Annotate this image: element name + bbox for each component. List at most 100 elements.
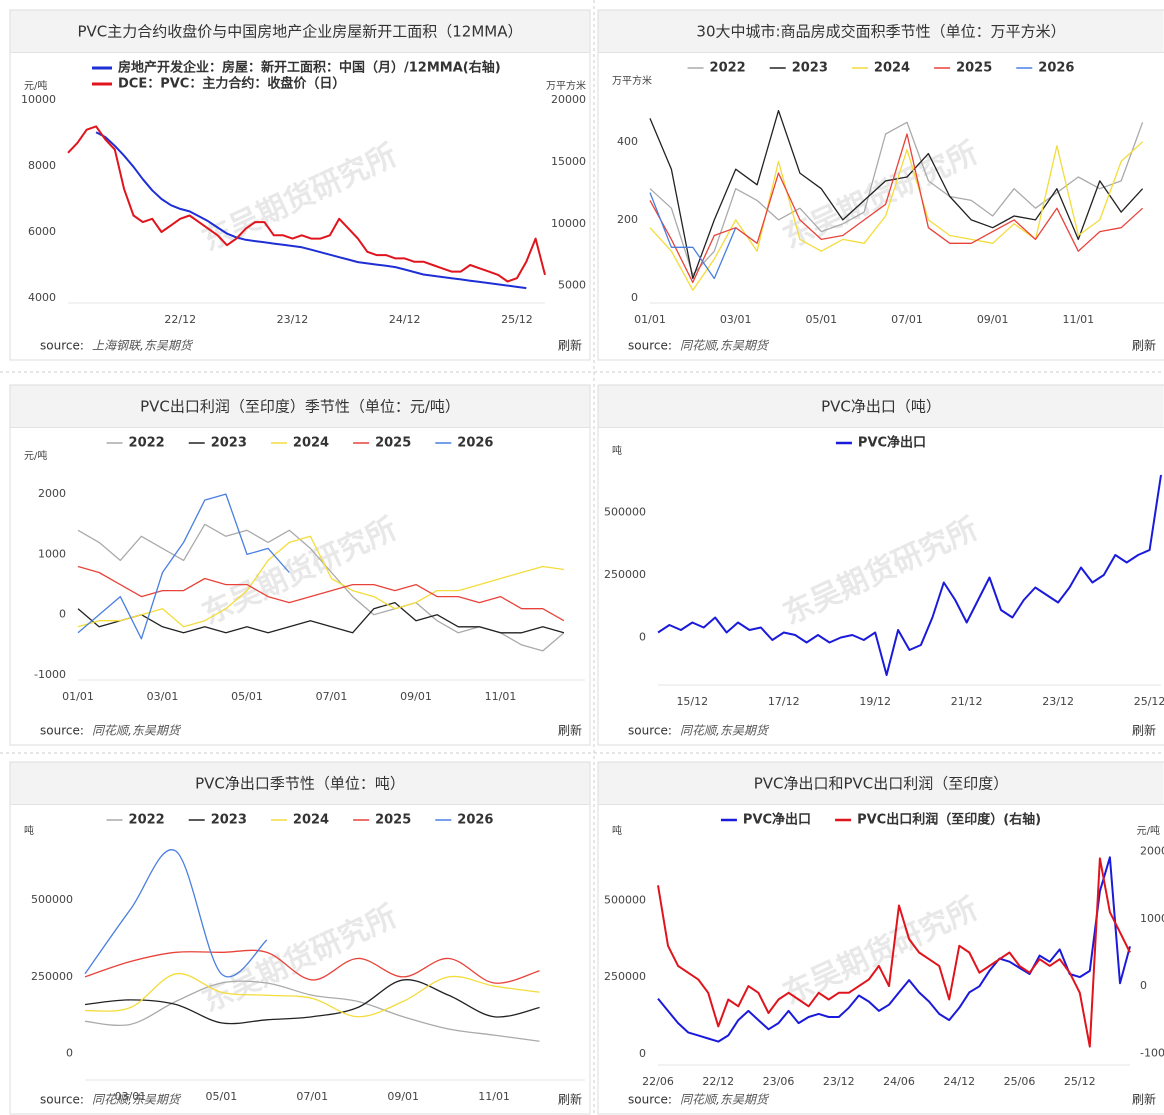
source-label: source: — [40, 724, 84, 738]
y-tick-label: 0 — [59, 608, 66, 621]
legend-label: DCE：PVC：主力合约：收盘价（日） — [118, 76, 345, 92]
series-line — [649, 192, 737, 280]
x-tick-label: 11/01 — [1062, 313, 1094, 326]
y-axis-unit: 万平方米 — [612, 74, 652, 87]
x-tick-label: 22/12 — [702, 1075, 734, 1088]
series-line — [84, 848, 268, 978]
source-label: source: — [40, 339, 84, 353]
x-tick-label: 03/01 — [147, 690, 179, 703]
y-tick-label: 500000 — [31, 893, 73, 906]
series-line — [657, 856, 1131, 1043]
refresh-button[interactable]: 刷新 — [1132, 1092, 1156, 1107]
series-line — [84, 973, 540, 1018]
legend: 2022 2023 2024 2025 2026 — [106, 813, 493, 828]
x-tick-label: 23/06 — [763, 1075, 795, 1088]
chart-title: PVC出口利润（至印度）季节性（单位：元/吨） — [140, 398, 460, 416]
y2-tick-label: 1000 — [1140, 912, 1164, 925]
legend: 房地产开发企业：房屋：新开工面积：中国（月）/12MMA(右轴)DCE：PVC：… — [92, 60, 501, 92]
series-line — [84, 949, 540, 984]
legend-label: 2023 — [211, 813, 247, 828]
x-tick-label: 01/01 — [634, 313, 666, 326]
x-tick-label: 07/01 — [891, 313, 923, 326]
source-text: 同花顺,东吴期货 — [680, 339, 770, 353]
series-line — [77, 565, 565, 622]
legend-label: 2025 — [375, 813, 411, 828]
x-tick-label: 09/01 — [977, 313, 1009, 326]
legend-label: 2025 — [375, 436, 411, 451]
legend-label: PVC出口利润（至印度）(右轴) — [857, 812, 1041, 828]
y-tick-label: 4000 — [28, 291, 56, 304]
legend-label: PVC净出口 — [858, 435, 926, 451]
y-tick-label: 6000 — [28, 225, 56, 238]
y-axis-unit: 元/吨 — [24, 79, 47, 92]
x-tick-label: 22/06 — [642, 1075, 674, 1088]
x-tick-label: 11/01 — [478, 1090, 510, 1103]
legend-label: 2024 — [293, 813, 329, 828]
x-tick-label: 09/01 — [387, 1090, 419, 1103]
legend-label: 2023 — [792, 61, 828, 76]
chart-title: 30大中城市:商品房成交面积季节性（单位：万平方米） — [696, 23, 1065, 41]
x-tick-label: 22/12 — [164, 313, 196, 326]
refresh-button[interactable]: 刷新 — [558, 1092, 582, 1107]
x-tick-label: 25/12 — [1134, 695, 1164, 708]
x-tick-label: 05/01 — [231, 690, 263, 703]
series-line — [84, 980, 540, 1042]
source-text: 同花顺,东吴期货 — [92, 724, 182, 738]
chart-title: PVC主力合约收盘价与中国房地产企业房屋新开工面积（12MMA） — [77, 23, 522, 41]
source-text: 同花顺,东吴期货 — [680, 724, 770, 738]
x-tick-label: 23/12 — [823, 1075, 855, 1088]
x-tick-label: 05/01 — [206, 1090, 238, 1103]
series-line — [649, 109, 1144, 280]
source-label: source: — [628, 724, 672, 738]
y-tick-label: 500000 — [604, 893, 646, 906]
legend-label: 2022 — [129, 436, 165, 451]
y2-tick-label: 20000 — [551, 93, 586, 106]
y2-tick-label: 15000 — [551, 155, 586, 168]
x-tick-label: 25/12 — [501, 313, 533, 326]
x-tick-label: 25/06 — [1004, 1075, 1036, 1088]
x-tick-label: 25/12 — [1064, 1075, 1096, 1088]
refresh-button[interactable]: 刷新 — [1132, 338, 1156, 353]
chart-title: PVC净出口季节性（单位：吨） — [195, 775, 405, 793]
panel — [597, 761, 1164, 1115]
y-tick-label: 0 — [631, 291, 638, 304]
refresh-button[interactable]: 刷新 — [558, 338, 582, 353]
y-tick-label: 500000 — [604, 506, 646, 519]
x-tick-label: 07/01 — [296, 1090, 328, 1103]
refresh-button[interactable]: 刷新 — [1132, 723, 1156, 738]
x-tick-label: 15/12 — [676, 695, 708, 708]
y-tick-label: 250000 — [31, 970, 73, 983]
y2-tick-label: -1000 — [1140, 1046, 1164, 1059]
series-line — [649, 121, 1144, 276]
y-tick-label: 0 — [639, 1047, 646, 1060]
source-label: source: — [628, 339, 672, 353]
y-axis-unit: 吨 — [612, 824, 622, 837]
legend-label: 2024 — [293, 436, 329, 451]
y-tick-label: 0 — [66, 1047, 73, 1060]
series-line — [77, 601, 565, 634]
x-tick-label: 07/01 — [316, 690, 348, 703]
source-label: source: — [40, 1093, 84, 1107]
legend: PVC净出口 — [835, 435, 926, 451]
legend-label: 2022 — [710, 61, 746, 76]
y-tick-label: 1000 — [38, 547, 66, 560]
refresh-button[interactable]: 刷新 — [558, 723, 582, 738]
x-tick-label: 03/01 — [720, 313, 752, 326]
title-bar — [10, 762, 590, 805]
legend-label: 2022 — [129, 813, 165, 828]
y2-axis-unit: 元/吨 — [1137, 824, 1160, 837]
x-tick-label: 19/12 — [859, 695, 891, 708]
series-line — [77, 535, 564, 628]
x-tick-label: 11/01 — [485, 690, 517, 703]
x-tick-label: 24/06 — [883, 1075, 915, 1088]
source-text: 同花顺,东吴期货 — [92, 1093, 182, 1107]
x-tick-label: 01/01 — [62, 690, 94, 703]
title-bar — [598, 762, 1164, 805]
title-bar — [10, 385, 590, 428]
series-line — [84, 979, 540, 1025]
x-tick-label: 09/01 — [400, 690, 432, 703]
source-text: 同花顺,东吴期货 — [680, 1093, 770, 1107]
y-tick-label: 2000 — [38, 487, 66, 500]
title-bar — [598, 385, 1164, 428]
